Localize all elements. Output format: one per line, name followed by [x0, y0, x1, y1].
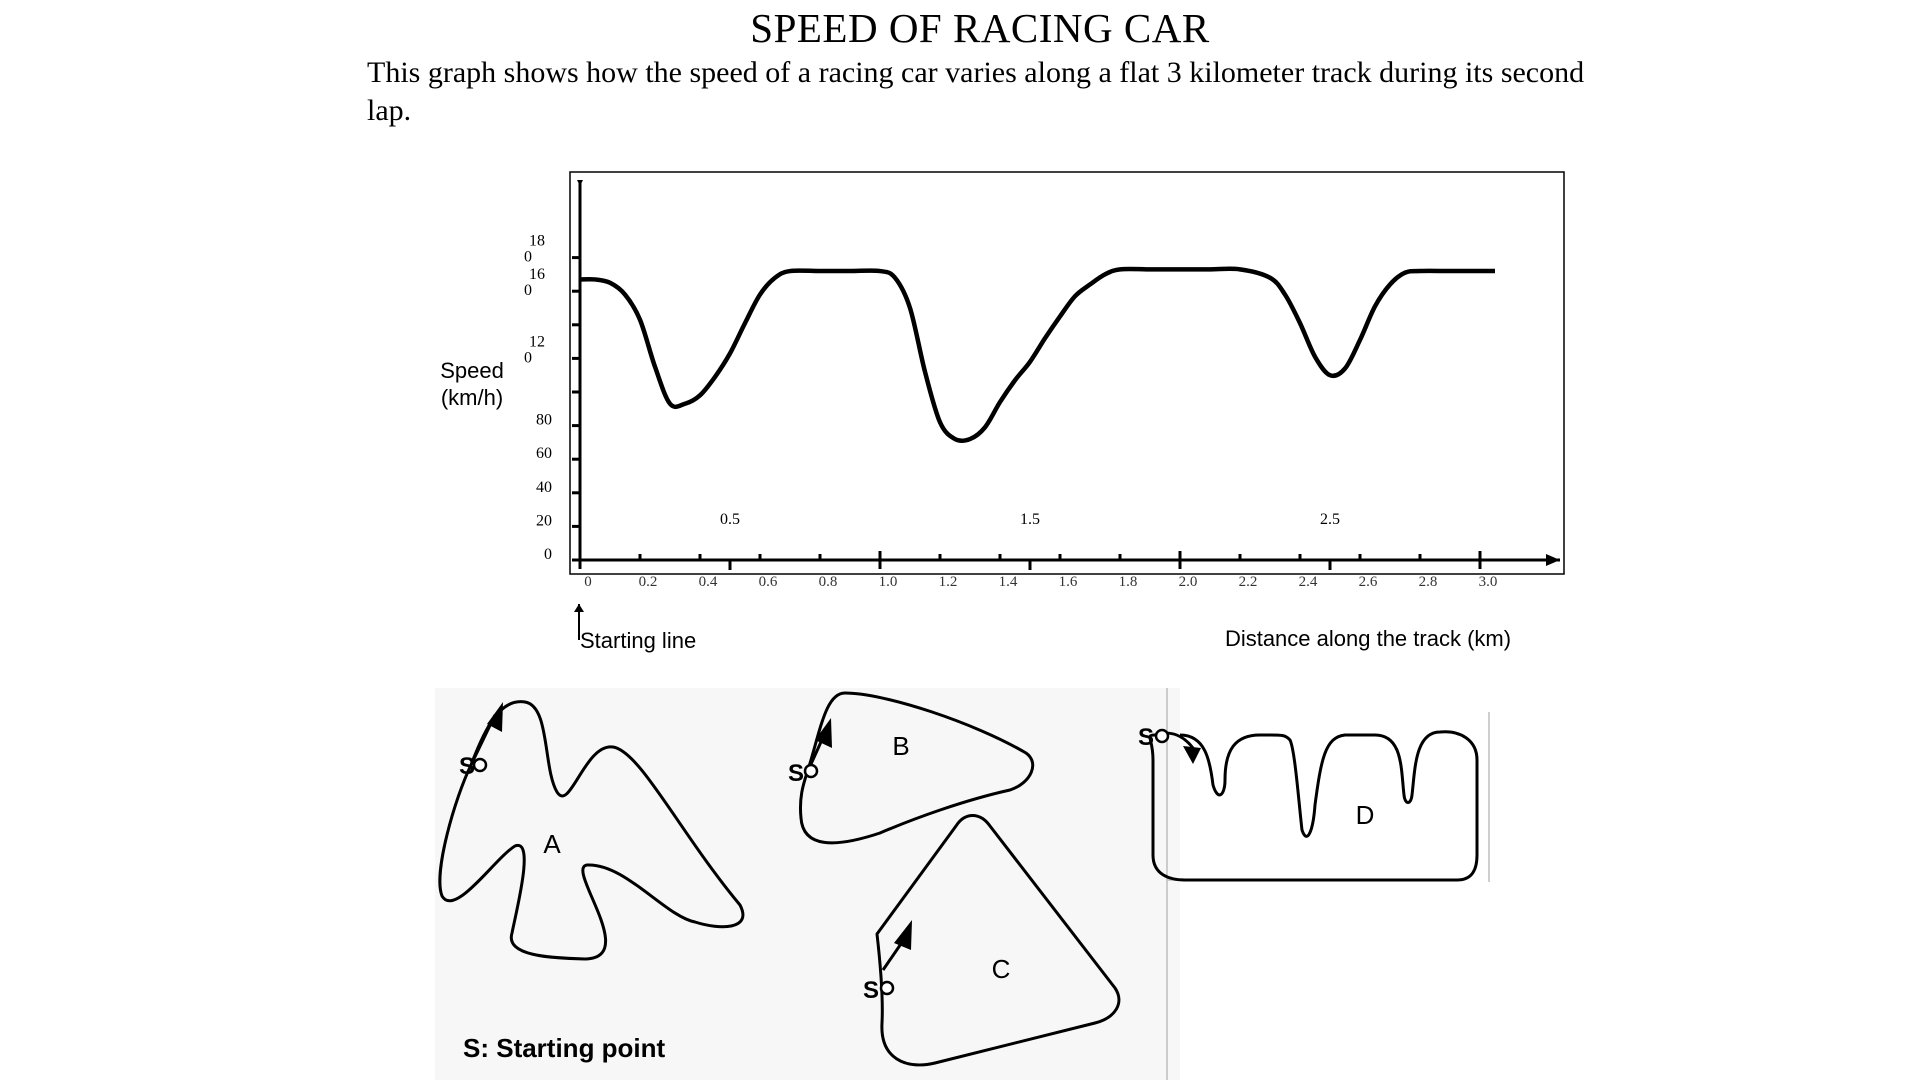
x-tick-marks: 0 0.2 0.4 0.6 0.8 1.0 1.2 1.4 1.6 1.8 2.0 2.2 2.4 2.6…: [578, 551, 1498, 590]
y-tick-label-part: 12: [529, 333, 545, 350]
track-c-label: C: [992, 954, 1011, 984]
track-a[interactable]: S A: [438, 700, 745, 961]
x-tick-label: 2.6: [1359, 574, 1378, 590]
starting-point-legend: S: Starting point: [463, 1033, 666, 1063]
track-b-start-point: [803, 763, 819, 779]
y-tick-label: 16 0: [524, 266, 545, 299]
x-axis-label: Distance along the track (km): [1225, 626, 1511, 651]
starting-line-arrow-icon: [574, 604, 584, 612]
track-d-start-point: [1154, 728, 1170, 744]
track-d-start-marker: S: [1138, 724, 1154, 751]
track-a-start-point: [472, 757, 488, 773]
track-d-drawing: S D: [1138, 712, 1490, 882]
y-axis-arrow-icon: [577, 180, 583, 186]
y-tick-label: 40: [536, 479, 552, 496]
x-tick-label: 1.4: [999, 574, 1018, 590]
y-tick-label: 20: [536, 512, 552, 529]
x-tick-label: 0: [584, 574, 592, 590]
y-tick-label: 0: [544, 546, 552, 563]
speed-chart: 0 0.2 0.4 0.6 0.8 1.0 1.2 1.4 1.6 1.8 2.0 2.2 2.4 2.6…: [440, 171, 1565, 653]
x-major-tick-label: 0.5: [720, 511, 740, 528]
intro-text: This graph shows how the speed of a raci…: [367, 56, 1585, 127]
x-tick-label: 3.0: [1479, 574, 1498, 590]
x-axis-arrow-icon: [1546, 554, 1560, 566]
track-a-arrowhead-icon: [487, 702, 503, 732]
x-major-tick-label: 1.5: [1020, 511, 1040, 528]
starting-line-label: Starting line: [580, 628, 696, 653]
track-b-outline: [799, 691, 1035, 845]
x-major-tick-marks: 0.5 1.5 2.5: [720, 511, 1340, 570]
track-b[interactable]: S B: [788, 691, 1035, 845]
track-b-arrowhead-icon: [815, 718, 832, 748]
x-tick-label: 0.8: [819, 574, 838, 590]
y-tick-label-part: 0: [524, 249, 532, 266]
track-b-label: B: [892, 731, 909, 761]
y-tick-label: 80: [536, 412, 552, 429]
y-tick-label: 60: [536, 445, 552, 462]
x-tick-label: 2.8: [1419, 574, 1438, 590]
track-a-outline: [438, 700, 745, 961]
track-b-start-marker: S: [788, 760, 804, 787]
x-tick-label: 1.2: [939, 574, 958, 590]
track-a-label: A: [543, 829, 561, 859]
y-axis-label-line1: Speed: [440, 358, 504, 383]
y-axis-label-line2: (km/h): [441, 385, 503, 410]
x-tick-label: 0.2: [639, 574, 658, 590]
x-tick-label: 2.4: [1299, 574, 1318, 590]
speed-series-line: [579, 266, 1495, 444]
y-tick-label-part: 0: [524, 282, 532, 299]
x-tick-label: 0.6: [759, 574, 778, 590]
series-group: [579, 266, 1496, 444]
track-c-outline: [875, 814, 1121, 1067]
track-d-arrowhead-icon: [1183, 746, 1201, 764]
x-tick-label: 2.0: [1179, 574, 1198, 590]
track-options-panel: S A S B S C: [435, 688, 1180, 1080]
x-tick-label: 1.6: [1059, 574, 1078, 590]
track-c-arrowhead-icon: [894, 920, 912, 950]
y-tick-label-part: 16: [529, 266, 545, 283]
y-tick-label-part: 0: [524, 349, 532, 366]
track-d-label: D: [1356, 800, 1375, 830]
track-c-start-point: [879, 980, 895, 996]
y-tick-label: 12 0: [524, 333, 545, 366]
x-tick-label: 2.2: [1239, 574, 1258, 590]
y-tick-label: 18 0: [524, 233, 545, 266]
track-d[interactable]: [1166, 688, 1180, 1080]
track-d-outline: [1148, 730, 1479, 882]
page-title: SPEED OF RACING CAR: [750, 5, 1210, 51]
chart-frame: [569, 171, 1565, 575]
track-c[interactable]: S C: [863, 814, 1121, 1067]
track-a-start-marker: S: [459, 753, 475, 780]
x-tick-label: 0.4: [699, 574, 718, 590]
x-tick-label: 1.8: [1119, 574, 1138, 590]
x-tick-label: 1.0: [879, 574, 898, 590]
track-options-drawing: S A S B S C: [438, 688, 1180, 1080]
x-major-tick-label: 2.5: [1320, 511, 1340, 528]
y-tick-label-part: 18: [529, 233, 545, 250]
track-c-start-marker: S: [863, 977, 879, 1004]
